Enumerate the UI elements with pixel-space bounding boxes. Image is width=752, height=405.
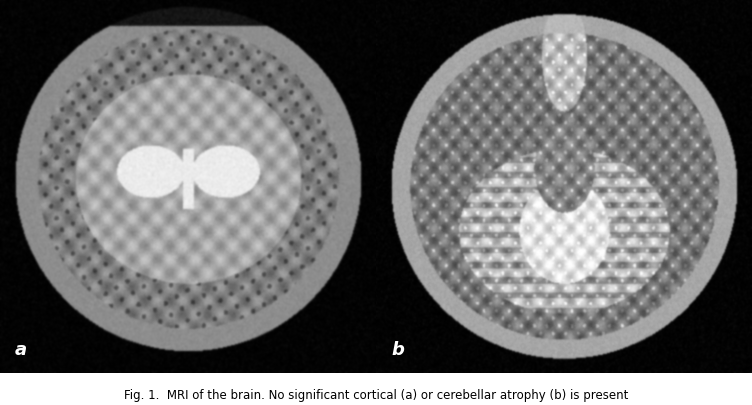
Text: b: b	[391, 340, 404, 358]
Text: Fig. 1.  MRI of the brain. No significant cortical (a) or cerebellar atrophy (b): Fig. 1. MRI of the brain. No significant…	[124, 388, 628, 401]
Text: a: a	[15, 340, 27, 358]
